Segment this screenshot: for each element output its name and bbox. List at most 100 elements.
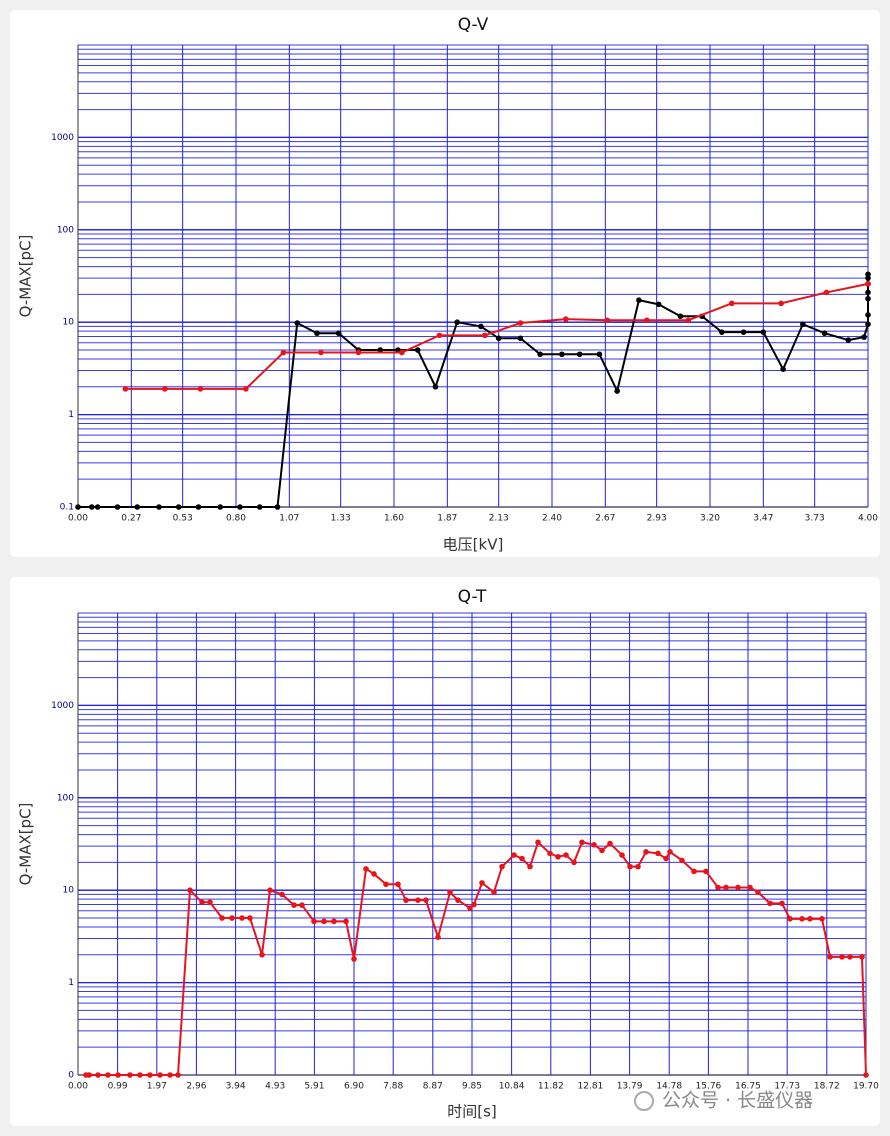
data-point [455,897,461,903]
data-point [563,316,569,322]
data-point [519,855,525,862]
data-point [447,889,453,896]
x-tick-label: 16.75 [735,1082,761,1092]
data-point [865,281,871,287]
data-point [591,841,597,848]
data-point [371,871,377,877]
x-tick-label: 11.82 [538,1082,564,1092]
data-point [679,857,685,864]
x-tick-label: 3.94 [226,1082,246,1092]
watermark-icon [634,1091,654,1111]
data-point [331,918,337,925]
data-point [454,319,461,326]
data-point [95,1072,101,1078]
data-point [747,884,753,891]
data-point [291,902,297,908]
x-tick-label: 0.53 [173,514,193,524]
data-point [267,887,273,893]
x-tick-label: 3.47 [753,514,773,524]
data-point [839,954,845,960]
data-point [865,289,871,296]
data-point [237,504,243,510]
y-tick-label: 100 [57,793,74,803]
data-point [395,881,401,888]
data-point [279,891,285,898]
data-point [199,899,205,906]
panel [10,10,880,557]
data-point [89,504,95,510]
x-tick-label: 2.96 [186,1082,206,1092]
data-point [823,289,830,296]
data-point [217,504,223,510]
data-point [243,386,249,392]
x-tick-label: 14.78 [656,1082,682,1092]
data-point [535,839,541,846]
chart-title: Q-V [458,15,489,35]
data-point [187,887,193,893]
data-point [861,334,867,340]
data-point [399,349,405,356]
x-tick-label: 18.72 [814,1082,840,1092]
data-point [527,863,533,870]
data-point [294,320,301,326]
data-point [614,388,620,394]
x-tick-label: 4.93 [265,1082,285,1092]
data-point [604,317,611,324]
data-point [471,901,477,908]
data-point [619,852,625,858]
x-tick-label: 0.99 [108,1082,128,1092]
data-point [363,866,369,872]
y-axis-label: Q-MAX[pC] [17,235,35,318]
data-point [755,889,761,896]
data-point [247,915,253,921]
data-point [239,915,245,921]
data-point [495,335,502,342]
data-point [162,386,168,392]
data-point [435,934,441,940]
data-point [767,900,773,907]
data-point [780,366,786,372]
y-tick-label: 100 [57,225,74,235]
data-point [219,915,225,921]
data-point [778,300,784,307]
data-point [547,850,553,857]
data-point [559,351,565,358]
data-point [167,1072,173,1078]
y-axis-label: Q-MAX[pC] [17,803,35,886]
x-tick-label: 5.91 [304,1082,324,1092]
x-tick-label: 0.27 [121,514,141,524]
data-point [321,918,327,925]
data-point [655,301,662,308]
data-point [335,330,342,337]
data-point [343,918,349,925]
data-point [259,951,265,958]
data-point [137,1072,143,1078]
data-point [75,504,81,510]
y-tick-label: 1 [68,410,74,420]
data-point [105,1072,111,1078]
x-tick-label: 19.70 [853,1082,879,1092]
data-point [865,271,871,278]
x-tick-label: 4.00 [858,514,878,524]
x-tick-label: 15.76 [696,1082,722,1092]
data-point [845,337,852,343]
data-point [175,504,182,510]
data-point [643,849,649,855]
data-point [195,504,202,510]
data-point [579,839,585,846]
data-point [511,852,517,858]
x-tick-label: 1.97 [147,1082,167,1092]
data-point [636,297,642,304]
data-point [537,351,543,358]
data-point [256,504,263,510]
data-point [377,347,383,353]
data-point [667,849,673,855]
data-point [576,351,583,358]
data-point [423,897,429,903]
data-point [207,899,213,906]
x-tick-label: 2.67 [595,514,615,524]
data-point [571,859,577,866]
data-point [827,954,833,960]
data-point [865,321,871,328]
x-tick-label: 0.00 [68,514,88,524]
